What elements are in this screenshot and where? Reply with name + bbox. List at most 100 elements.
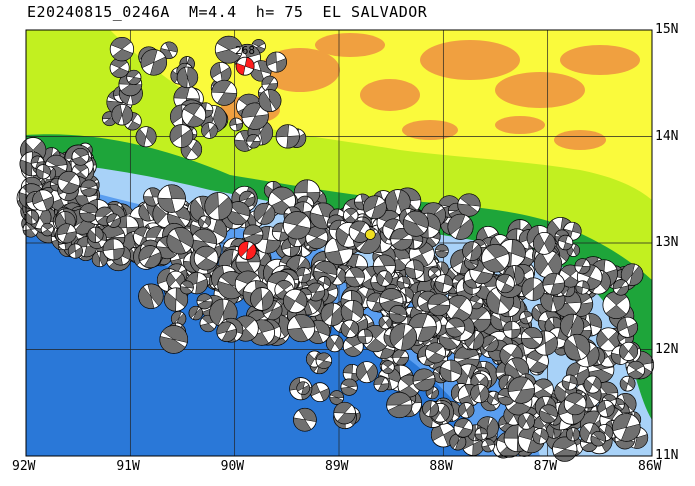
focal-mechanism bbox=[378, 315, 393, 330]
focal-mechanism bbox=[79, 203, 99, 223]
lon-tick-label: 90W bbox=[220, 459, 245, 474]
focal-mechanism bbox=[287, 314, 316, 343]
focal-mechanism bbox=[597, 399, 615, 418]
focal-mechanism bbox=[329, 390, 345, 405]
focal-mechanism bbox=[56, 223, 77, 244]
lat-tick-label: 15N bbox=[655, 22, 679, 37]
highland-patch bbox=[554, 130, 606, 150]
focal-mechanism bbox=[340, 378, 358, 396]
focal-mechanism bbox=[241, 102, 269, 130]
focal-mechanism bbox=[561, 374, 578, 391]
focal-mechanism bbox=[310, 382, 330, 403]
highland-patch bbox=[315, 33, 385, 57]
focal-mechanism bbox=[296, 381, 311, 395]
focal-mechanism bbox=[389, 323, 418, 351]
focal-mechanism bbox=[519, 310, 533, 325]
lat-tick-label: 12N bbox=[655, 341, 679, 357]
lon-tick-label: 86W bbox=[638, 459, 662, 474]
focal-mechanism bbox=[445, 294, 473, 322]
focal-mechanism bbox=[355, 361, 378, 384]
focal-mechanism bbox=[525, 349, 549, 373]
focal-mechanism bbox=[229, 117, 244, 132]
focal-mechanism bbox=[143, 187, 163, 207]
focal-mechanism bbox=[160, 41, 178, 60]
focal-mechanism bbox=[138, 283, 164, 310]
focal-mechanism bbox=[362, 195, 387, 220]
highland-patch bbox=[360, 79, 420, 111]
focal-mechanism bbox=[563, 333, 591, 361]
focal-mechanism bbox=[246, 134, 261, 149]
focal-mechanism bbox=[470, 384, 490, 404]
focal-mechanism bbox=[520, 326, 543, 349]
focal-mechanism bbox=[384, 189, 411, 215]
focal-mechanism bbox=[275, 124, 300, 149]
focal-mechanism bbox=[427, 293, 451, 317]
focal-mechanism bbox=[214, 35, 243, 64]
focal-mechanism bbox=[357, 328, 373, 345]
focal-mechanism bbox=[481, 244, 510, 273]
focal-mechanism bbox=[210, 61, 232, 84]
focal-mechanism bbox=[204, 192, 233, 221]
focal-mechanism bbox=[439, 359, 463, 383]
focal-mechanism bbox=[24, 209, 39, 225]
focal-mechanism bbox=[532, 428, 549, 445]
focal-mechanism bbox=[447, 213, 474, 240]
highlight-event bbox=[235, 56, 255, 76]
highland-patch bbox=[495, 116, 545, 134]
focal-mechanism bbox=[502, 320, 521, 339]
map-title: E20240815_0246A M=4.4 h= 75 EL SALVADOR bbox=[27, 3, 428, 21]
focal-mechanism bbox=[135, 126, 157, 148]
focal-mechanism bbox=[126, 69, 142, 85]
focal-mechanism bbox=[157, 184, 186, 213]
highland-patch bbox=[402, 120, 458, 140]
focal-mechanism bbox=[176, 66, 199, 89]
focal-mechanism bbox=[412, 368, 436, 392]
focal-mechanism bbox=[138, 245, 162, 269]
lon-tick-label: 91W bbox=[116, 459, 140, 474]
focal-mechanism bbox=[462, 241, 482, 261]
focal-mechanism bbox=[434, 274, 454, 293]
lon-tick-label: 92W bbox=[12, 459, 36, 474]
focal-mechanism bbox=[201, 122, 218, 139]
focal-mechanism bbox=[71, 147, 90, 166]
focal-mechanism bbox=[373, 376, 390, 393]
focal-mechanism bbox=[563, 392, 587, 416]
focal-mechanism bbox=[386, 391, 413, 419]
focal-mechanism bbox=[590, 430, 607, 447]
focal-mechanism bbox=[109, 57, 130, 78]
focal-mechanism bbox=[80, 179, 98, 197]
focal-mechanism bbox=[169, 124, 194, 148]
focal-mechanism bbox=[388, 304, 408, 324]
focal-mechanism bbox=[196, 293, 213, 310]
focal-mechanism bbox=[507, 376, 535, 404]
focal-mechanism bbox=[457, 193, 481, 217]
focal-mechanism bbox=[532, 378, 554, 400]
focal-mechanism bbox=[198, 215, 211, 229]
focal-mechanism bbox=[575, 280, 590, 295]
focal-mechanism bbox=[404, 259, 425, 280]
focal-mechanism bbox=[271, 222, 291, 242]
highland-patch bbox=[560, 45, 640, 75]
focal-mechanism bbox=[340, 299, 365, 324]
focal-mechanism bbox=[140, 49, 168, 76]
focal-mechanism bbox=[325, 334, 344, 353]
focal-mechanism bbox=[166, 270, 186, 290]
focal-mechanism bbox=[618, 341, 639, 361]
yellow-event bbox=[364, 229, 376, 240]
focal-mechanism bbox=[559, 313, 585, 339]
lat-tick-label: 11N bbox=[655, 448, 679, 463]
focal-mechanism bbox=[453, 418, 474, 438]
focal-mechanism bbox=[87, 226, 104, 243]
focal-mechanism bbox=[258, 89, 282, 113]
focal-mechanism bbox=[282, 211, 312, 240]
focal-mechanism bbox=[422, 400, 439, 418]
focal-mechanism bbox=[532, 231, 556, 255]
focal-mechanism bbox=[343, 207, 359, 224]
focal-mechanism bbox=[434, 244, 449, 258]
focal-mechanism bbox=[250, 287, 274, 311]
focal-mechanism-layer: 268 bbox=[16, 35, 655, 462]
focal-mechanism bbox=[495, 273, 515, 294]
focal-mechanism bbox=[253, 202, 276, 225]
highlight-event bbox=[237, 241, 257, 260]
focal-mechanism bbox=[521, 277, 545, 301]
